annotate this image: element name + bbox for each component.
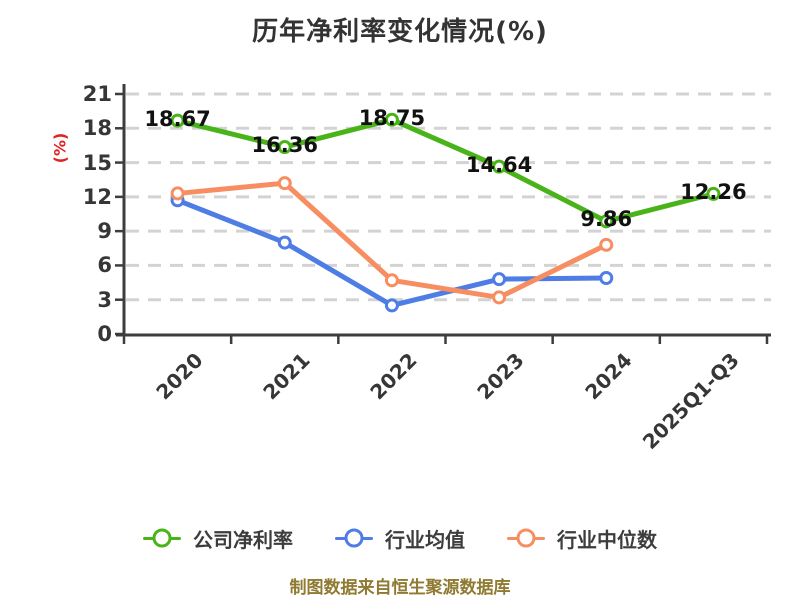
chart-title: 历年净利率变化情况(%): [252, 17, 548, 47]
data-point-marker-industry-median: [599, 237, 614, 252]
legend-label: 行业中位数: [557, 527, 657, 552]
data-point-marker-company-net-margin: [706, 186, 721, 201]
y-tick-label: 3: [97, 287, 112, 312]
y-tick-label: 12: [82, 184, 112, 209]
legend-circle: [516, 528, 536, 548]
data-point-marker-company-net-margin: [277, 140, 292, 155]
legend-item-industry-mean[interactable]: 行业均值: [335, 524, 465, 553]
data-point-marker-company-net-margin: [170, 113, 185, 128]
series-line-company-net-margin: [175, 117, 716, 224]
data-source-note: 制图数据来自恒生聚源数据库: [289, 578, 511, 598]
y-tick-label: 21: [82, 82, 112, 106]
legend-label: 行业均值: [385, 527, 465, 552]
data-point-marker-company-net-margin: [384, 112, 399, 127]
legend: 公司净利率 行业均值 行业中位数: [0, 522, 800, 554]
legend-circle: [152, 528, 172, 548]
legend-marker-icon: [507, 528, 545, 548]
data-point-value-label: 18.67: [144, 106, 211, 131]
y-tick-label: 9: [97, 219, 112, 244]
data-point-marker-industry-mean: [599, 271, 614, 285]
data-point-marker-industry-mean: [277, 235, 292, 250]
data-point-marker-industry-mean: [492, 272, 507, 287]
data-point-value-label: 16.36: [251, 133, 318, 158]
legend-marker-icon: [143, 528, 181, 548]
data-point-value-label: 14.64: [465, 152, 533, 177]
data-point-value-label: 18.75: [358, 105, 426, 130]
y-tick-label: 0: [97, 322, 112, 346]
legend-label: 公司净利率: [193, 527, 293, 552]
data-point-marker-company-net-margin: [599, 214, 614, 229]
legend-item-company-net-margin[interactable]: 公司净利率: [143, 524, 293, 553]
legend-marker-icon: [335, 528, 373, 548]
data-point-marker-industry-median: [170, 186, 185, 201]
data-point-marker-industry-mean: [384, 298, 399, 313]
y-tick-label: 15: [82, 150, 112, 175]
data-point-marker-industry-median: [492, 290, 507, 305]
data-point-marker-industry-median: [384, 273, 399, 288]
data-point-value-label: 12.26: [680, 179, 747, 204]
data-point-marker-industry-median: [277, 176, 292, 191]
data-point-marker-company-net-margin: [492, 159, 507, 174]
series-line-industry-mean: [175, 197, 609, 308]
data-point-value-label: 9.86: [580, 207, 633, 232]
y-tick-label: 6: [97, 253, 112, 278]
y-tick-label: 18: [82, 116, 112, 141]
legend-item-industry-median[interactable]: 行业中位数: [507, 524, 657, 553]
legend-circle: [344, 528, 364, 548]
